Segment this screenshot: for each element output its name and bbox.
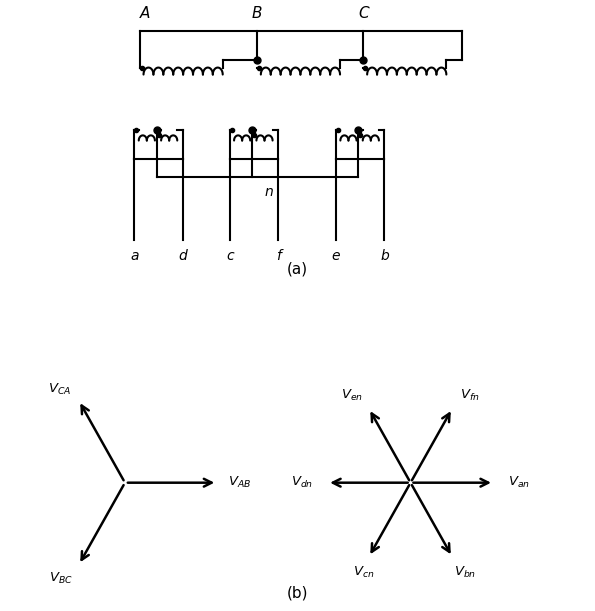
Text: a: a	[130, 249, 139, 263]
Text: b: b	[380, 249, 389, 263]
Text: $V_{cn}$: $V_{cn}$	[353, 565, 375, 580]
Text: A: A	[140, 6, 150, 21]
Text: (b): (b)	[287, 585, 308, 600]
Text: $V_{fn}$: $V_{fn}$	[461, 387, 480, 403]
Text: $V_{CA}$: $V_{CA}$	[48, 382, 71, 397]
Text: n: n	[264, 185, 273, 199]
Text: d: d	[178, 249, 187, 263]
Text: e: e	[332, 249, 340, 263]
Text: $V_{bn}$: $V_{bn}$	[454, 565, 477, 580]
Text: $V_{AB}$: $V_{AB}$	[228, 475, 251, 490]
Text: C: C	[358, 6, 369, 21]
Text: f: f	[275, 249, 280, 263]
Text: $V_{an}$: $V_{an}$	[508, 475, 530, 490]
Text: $V_{BC}$: $V_{BC}$	[49, 571, 73, 586]
Text: $V_{en}$: $V_{en}$	[342, 387, 363, 403]
Text: B: B	[252, 6, 262, 21]
Text: $V_{dn}$: $V_{dn}$	[291, 475, 314, 490]
Text: c: c	[226, 249, 233, 263]
Text: (a): (a)	[287, 262, 308, 277]
